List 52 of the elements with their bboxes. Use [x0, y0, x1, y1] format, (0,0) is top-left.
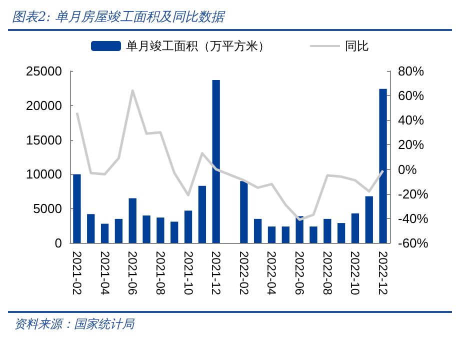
bar — [184, 210, 192, 243]
bar — [268, 226, 276, 243]
bar — [254, 218, 262, 243]
y2-tick-label: 40% — [398, 112, 424, 128]
x-tick-label: 2022-08 — [320, 251, 334, 296]
bar — [379, 88, 387, 243]
bar — [128, 198, 136, 243]
bar — [170, 222, 178, 243]
bar — [240, 181, 248, 243]
y-tick-label: 10000 — [26, 166, 62, 182]
bar — [156, 218, 164, 243]
x-tick-label: 2021-12 — [209, 251, 224, 296]
y-tick-label: 20000 — [26, 98, 62, 113]
bar — [114, 218, 123, 243]
x-tick-label: 2022-02 — [236, 251, 251, 296]
x-tick-label: 2021-06 — [126, 251, 140, 296]
bar — [198, 186, 206, 243]
bar — [212, 80, 220, 243]
x-tick-label: 2021-04 — [98, 251, 112, 296]
x-tick-label: 2022-06 — [292, 251, 307, 296]
y-tick-label: 5000 — [33, 201, 62, 216]
bar — [100, 224, 109, 243]
text: 资料来源：国家统计局 — [14, 316, 136, 333]
legend-label: 单月竣工面积（万平方米） — [126, 39, 270, 53]
bar — [142, 215, 150, 243]
bar — [351, 213, 360, 243]
y2-tick-label: 80% — [398, 64, 424, 78]
x-tick-label: 2021-10 — [181, 251, 196, 296]
bar — [282, 226, 290, 243]
bar — [324, 218, 332, 243]
y2-tick-label: 60% — [398, 88, 424, 104]
y2-tick-label: 20% — [398, 137, 424, 152]
x-tick-label: 2022-04 — [264, 251, 279, 296]
x-tick-label: 2022-10 — [348, 251, 362, 296]
x-tick-label: 2021-02 — [70, 251, 84, 296]
bar — [87, 214, 95, 243]
line-series — [76, 89, 384, 221]
legend-label: 同比 — [345, 39, 369, 53]
y2-tick-label: -60% — [398, 236, 429, 250]
bar — [73, 174, 81, 243]
x-tick-label: 2021-08 — [153, 251, 168, 296]
bar — [337, 223, 346, 243]
y-tick-label: 25000 — [26, 64, 62, 78]
bar — [310, 226, 318, 243]
bar — [365, 196, 373, 243]
y-tick-label: 0 — [54, 236, 62, 250]
y-tick-label: 15000 — [26, 132, 62, 148]
y2-tick-label: 0% — [398, 162, 418, 177]
x-tick-label: 2022-12 — [376, 251, 390, 296]
y2-tick-label: -40% — [398, 210, 429, 226]
y2-tick-label: -20% — [398, 186, 429, 202]
chart-title: 图表2: 单月房屋竣工面积及同比数据 — [8, 8, 452, 31]
